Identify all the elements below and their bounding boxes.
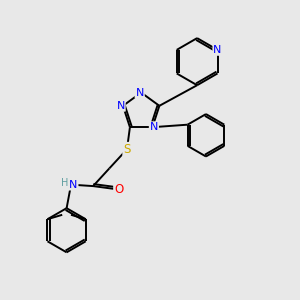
Text: N: N — [116, 101, 125, 111]
Text: S: S — [123, 143, 131, 156]
Text: N: N — [150, 122, 158, 132]
Text: N: N — [213, 45, 222, 55]
Text: H: H — [61, 178, 69, 188]
Text: O: O — [114, 182, 123, 196]
Text: N: N — [136, 88, 144, 98]
Text: N: N — [69, 180, 78, 190]
